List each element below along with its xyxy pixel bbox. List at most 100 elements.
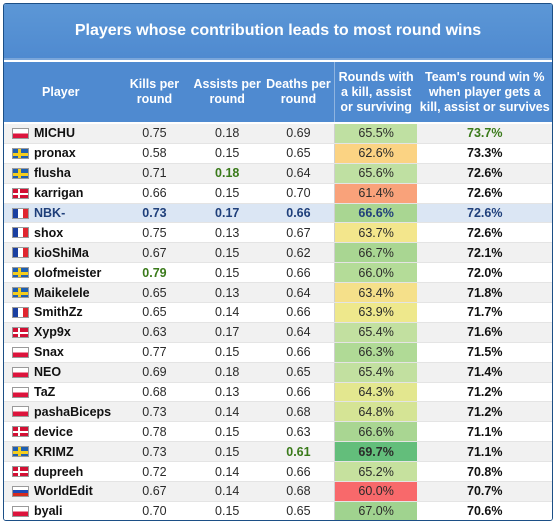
assists-cell: 0.13 bbox=[215, 385, 240, 400]
assists-cell: 0.17 bbox=[215, 206, 240, 220]
player-cell: flusha bbox=[4, 164, 118, 183]
rounds-cell: 66.0% bbox=[333, 263, 418, 283]
player-cell: byali bbox=[4, 502, 118, 520]
player-cell: WorldEdit bbox=[4, 482, 118, 501]
deaths-cell: 0.68 bbox=[286, 404, 311, 419]
table-row[interactable]: olofmeister 0.79 0.15 0.66 66.0% 72.0% bbox=[4, 263, 552, 284]
table-row[interactable]: WorldEdit 0.67 0.14 0.68 60.0% 70.7% bbox=[4, 482, 552, 502]
team-win-cell: 71.1% bbox=[467, 444, 503, 459]
kills-cell: 0.65 bbox=[142, 305, 167, 320]
assists-cell: 0.15 bbox=[215, 265, 240, 280]
header-assists[interactable]: Assists per round bbox=[193, 77, 261, 106]
player-cell: pronax bbox=[4, 144, 118, 163]
assists-cell: 0.15 bbox=[215, 146, 240, 161]
player-cell: kioShiMa bbox=[4, 243, 118, 262]
table-row[interactable]: dupreeh 0.72 0.14 0.66 65.2% 70.8% bbox=[4, 462, 552, 483]
header-player[interactable]: Player bbox=[42, 84, 80, 99]
table-row[interactable]: MICHU 0.75 0.18 0.69 65.5% 73.7% bbox=[4, 124, 552, 144]
table-row[interactable]: device 0.78 0.15 0.63 66.6% 71.1% bbox=[4, 422, 552, 443]
table-row[interactable]: shox 0.75 0.13 0.67 63.7% 72.6% bbox=[4, 223, 552, 244]
kills-cell: 0.71 bbox=[142, 166, 167, 181]
rounds-cell: 62.6% bbox=[333, 143, 418, 163]
player-cell: MICHU bbox=[4, 124, 118, 143]
kills-cell: 0.69 bbox=[142, 365, 167, 380]
denmark-flag-icon bbox=[12, 187, 29, 199]
kills-cell: 0.78 bbox=[142, 424, 167, 439]
assists-cell: 0.15 bbox=[215, 444, 240, 459]
team-win-cell: 71.7% bbox=[467, 305, 503, 320]
kills-cell: 0.73 bbox=[142, 444, 167, 459]
assists-cell: 0.18 bbox=[215, 166, 240, 181]
table-row[interactable]: pashaBiceps 0.73 0.14 0.68 64.8% 71.2% bbox=[4, 402, 552, 423]
deaths-cell: 0.67 bbox=[286, 225, 311, 240]
deaths-cell: 0.64 bbox=[286, 166, 311, 181]
player-cell: Snax bbox=[4, 343, 118, 362]
assists-cell: 0.18 bbox=[215, 126, 240, 141]
rounds-cell: 65.6% bbox=[333, 163, 418, 183]
player-name: Maikelele bbox=[34, 285, 90, 300]
player-cell: KRIMZ bbox=[4, 442, 118, 461]
deaths-cell: 0.66 bbox=[286, 206, 311, 220]
poland-flag-icon bbox=[12, 386, 29, 398]
kills-cell: 0.67 bbox=[142, 484, 167, 499]
deaths-cell: 0.66 bbox=[286, 305, 311, 320]
deaths-cell: 0.68 bbox=[286, 484, 311, 499]
player-name: WorldEdit bbox=[34, 484, 93, 499]
table-row[interactable]: NEO 0.69 0.18 0.65 65.4% 71.4% bbox=[4, 362, 552, 383]
team-win-cell: 72.6% bbox=[467, 186, 503, 201]
deaths-cell: 0.65 bbox=[286, 146, 311, 161]
kills-cell: 0.73 bbox=[142, 404, 167, 419]
team-win-cell: 72.1% bbox=[467, 245, 503, 260]
table-row[interactable]: TaZ 0.68 0.13 0.66 64.3% 71.2% bbox=[4, 382, 552, 403]
deaths-cell: 0.66 bbox=[286, 345, 311, 360]
deaths-cell: 0.66 bbox=[286, 265, 311, 280]
denmark-flag-icon bbox=[12, 426, 29, 438]
table-row[interactable]: Snax 0.77 0.15 0.66 66.3% 71.5% bbox=[4, 342, 552, 363]
table-row[interactable]: KRIMZ 0.73 0.15 0.61 69.7% 71.1% bbox=[4, 442, 552, 463]
header-team-win[interactable]: Team's round win % when player gets a ki… bbox=[419, 69, 550, 114]
sweden-flag-icon bbox=[12, 287, 29, 299]
team-win-cell: 71.5% bbox=[467, 345, 503, 360]
player-cell: TaZ bbox=[4, 383, 118, 402]
rounds-cell: 64.3% bbox=[333, 382, 418, 402]
table-row[interactable]: SmithZz 0.65 0.14 0.66 63.9% 71.7% bbox=[4, 303, 552, 323]
header-rounds[interactable]: Rounds with a kill, assist or surviving bbox=[333, 62, 418, 122]
poland-flag-icon bbox=[12, 366, 29, 378]
team-win-cell: 72.6% bbox=[467, 225, 503, 240]
table-row[interactable]: flusha 0.71 0.18 0.64 65.6% 72.6% bbox=[4, 163, 552, 184]
table-row[interactable]: karrigan 0.66 0.15 0.70 61.4% 72.6% bbox=[4, 183, 552, 204]
deaths-cell: 0.69 bbox=[286, 126, 311, 141]
rounds-cell: 69.7% bbox=[333, 442, 418, 462]
team-win-cell: 72.6% bbox=[467, 166, 503, 181]
team-win-cell: 73.3% bbox=[467, 146, 503, 161]
rounds-cell: 63.7% bbox=[333, 223, 418, 243]
player-cell: Maikelele bbox=[4, 283, 118, 302]
table-title: Players whose contribution leads to most… bbox=[4, 4, 552, 60]
rounds-cell: 66.6% bbox=[333, 203, 418, 223]
table-row[interactable]: byali 0.70 0.15 0.65 67.0% 70.6% bbox=[4, 501, 552, 520]
assists-cell: 0.15 bbox=[215, 345, 240, 360]
assists-cell: 0.15 bbox=[215, 186, 240, 201]
team-win-cell: 72.6% bbox=[467, 206, 503, 220]
kills-cell: 0.77 bbox=[142, 345, 167, 360]
denmark-flag-icon bbox=[12, 466, 29, 478]
player-name: TaZ bbox=[34, 385, 56, 400]
russia-flag-icon bbox=[12, 485, 29, 497]
france-flag-icon bbox=[12, 247, 29, 259]
table-row-highlighted[interactable]: NBK- 0.73 0.17 0.66 66.6% 72.6% bbox=[4, 203, 552, 224]
kills-cell: 0.75 bbox=[142, 225, 167, 240]
poland-flag-icon bbox=[12, 346, 29, 358]
france-flag-icon bbox=[12, 227, 29, 239]
table-row[interactable]: Maikelele 0.65 0.13 0.64 63.4% 71.8% bbox=[4, 283, 552, 304]
player-cell: device bbox=[4, 422, 118, 441]
rounds-cell: 66.6% bbox=[333, 422, 418, 442]
header-kills[interactable]: Kills per round bbox=[129, 77, 180, 106]
table-row[interactable]: pronax 0.58 0.15 0.65 62.6% 73.3% bbox=[4, 143, 552, 164]
deaths-cell: 0.61 bbox=[286, 444, 311, 459]
table-row[interactable]: kioShiMa 0.67 0.15 0.62 66.7% 72.1% bbox=[4, 243, 552, 264]
header-deaths[interactable]: Deaths per round bbox=[266, 77, 331, 106]
table-row[interactable]: Xyp9x 0.63 0.17 0.64 65.4% 71.6% bbox=[4, 322, 552, 343]
player-cell: SmithZz bbox=[4, 303, 118, 322]
player-cell: karrigan bbox=[4, 184, 118, 203]
assists-cell: 0.14 bbox=[215, 404, 240, 419]
